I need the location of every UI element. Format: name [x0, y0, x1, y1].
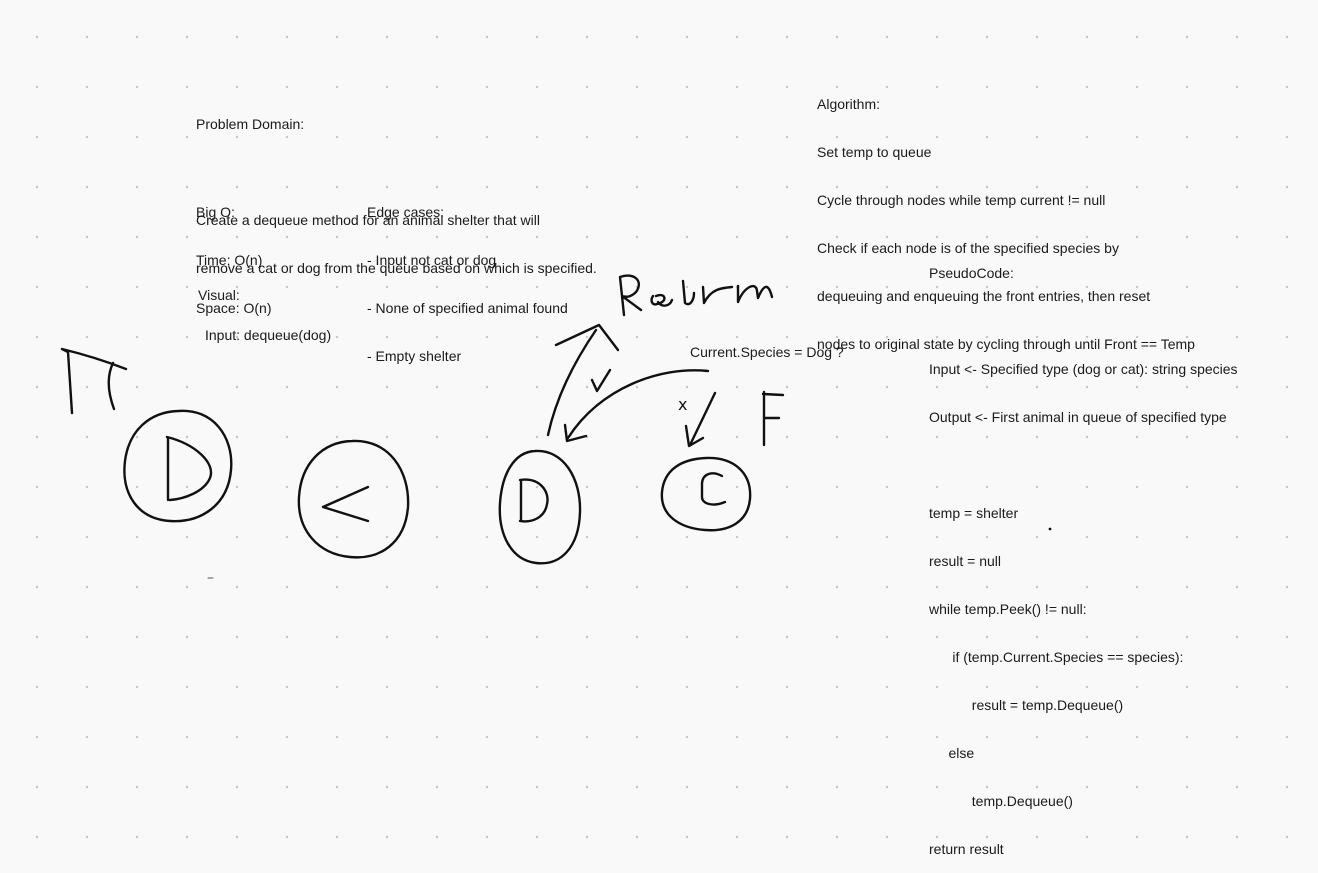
space-complexity: Space: O(n) [196, 300, 272, 316]
node-circle-1 [123, 409, 233, 523]
time-complexity: Time: O(n) [196, 252, 263, 268]
pseudocode-line: while temp.Peek() != null: [929, 601, 1087, 617]
algorithm-line: dequeuing and enqueuing the front entrie… [817, 288, 1151, 304]
rear-marker-stroke [60, 347, 128, 415]
visual-heading: Visual: [198, 287, 240, 303]
algorithm-line: Check if each node is of the specified s… [817, 240, 1119, 256]
pseudocode-heading: PseudoCode: [929, 265, 1014, 281]
big-o-section: Big O: Time: O(n) Space: O(n) [196, 172, 271, 332]
algorithm-line: Set temp to queue [817, 144, 932, 160]
pseudocode-line: result = null [929, 553, 1001, 569]
node-letter-d-1 [165, 435, 213, 502]
return-arrow-head [554, 323, 620, 352]
down-arrow-shaft [688, 391, 717, 447]
algorithm-heading: Algorithm: [817, 96, 881, 112]
x-mark: x [678, 395, 687, 414]
pseudocode-line: else [929, 745, 975, 761]
problem-description-line: Create a dequeue method for an animal sh… [196, 212, 540, 228]
edge-cases-heading: Edge cases: [367, 204, 445, 220]
algorithm-line: Cycle through nodes while temp current !… [817, 192, 1106, 208]
edge-case-item: - Input not cat or dog [367, 252, 497, 268]
check-mark [590, 368, 612, 393]
return-word-stroke [618, 274, 774, 317]
requeue-arrow-head [563, 423, 588, 443]
edge-case-item: - Empty shelter [367, 348, 462, 364]
node-circle-2 [297, 439, 410, 559]
pseudocode-line: if (temp.Current.Species == species): [929, 649, 1184, 665]
false-mark-f [761, 390, 785, 447]
pseudocode-line: temp = shelter [929, 505, 1019, 521]
requeue-arrow-shaft [566, 369, 710, 440]
node-circle-4 [660, 456, 752, 532]
down-arrow-head [684, 424, 705, 448]
pseudocode-output: Output <- First animal in queue of speci… [929, 409, 1227, 425]
pseudocode-line: return result [929, 841, 1004, 857]
pseudocode-line: result = temp.Dequeue() [929, 697, 1124, 713]
pseudocode-input: Input <- Specified type (dog or cat): st… [929, 361, 1238, 377]
visual-input-label: Input: dequeue(dog) [205, 327, 332, 343]
big-o-heading: Big O: [196, 204, 235, 220]
edge-case-item: - None of specified animal found [367, 300, 568, 316]
node-letter-c-4 [700, 472, 727, 506]
handwritten-diagram: x [60, 274, 1052, 579]
problem-domain-section: Problem Domain: Create a dequeue method … [196, 84, 597, 292]
problem-description-line: remove a cat or dog from the queue based… [196, 260, 597, 276]
pseudocode-section: PseudoCode: Input <- Specified type (dog… [929, 233, 1238, 873]
node-letter-c-2 [321, 485, 370, 523]
node-letter-d-3 [518, 478, 549, 523]
algorithm-line: nodes to original state by cycling throu… [817, 336, 1195, 352]
node-circle-3 [498, 449, 582, 565]
problem-domain-heading: Problem Domain: [196, 116, 305, 132]
return-arrow-shaft [546, 328, 598, 437]
edge-cases-section: Edge cases: - Input not cat or dog - Non… [367, 172, 568, 380]
species-condition-label: Current.Species = Dog ? [690, 344, 844, 360]
algorithm-section: Algorithm: Set temp to queue Cycle throu… [817, 64, 1195, 368]
pseudocode-line: temp.Dequeue() [929, 793, 1073, 809]
stray-dot [1048, 527, 1052, 531]
